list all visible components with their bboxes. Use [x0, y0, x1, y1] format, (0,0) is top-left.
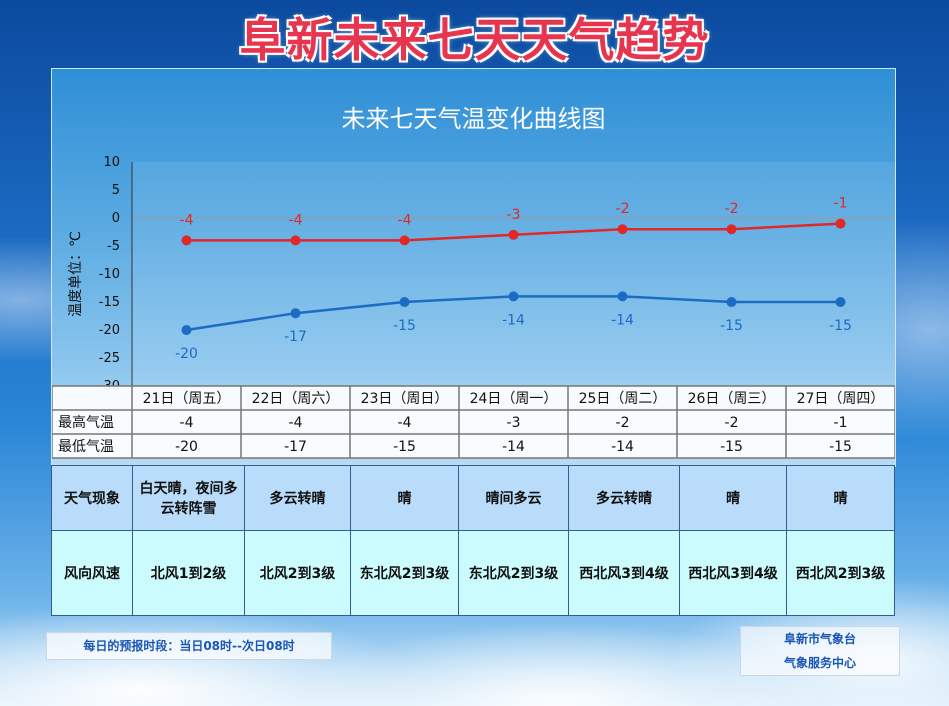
wind-row-label: 风向风速	[51, 530, 133, 616]
table-series-label: 最高气温	[58, 414, 114, 431]
data-point	[508, 229, 519, 240]
y-tick-label: -25	[99, 351, 120, 366]
y-tick-label: 5	[112, 183, 120, 198]
table-value-cell: -20	[175, 439, 198, 455]
weather-cell: 晴	[786, 465, 895, 531]
x-tick-label: 21日（周五）	[143, 391, 231, 407]
data-label: -15	[720, 318, 743, 334]
y-tick-label: -15	[99, 295, 120, 310]
data-point	[290, 235, 301, 246]
weather-cell: 晴间多云	[458, 465, 569, 531]
chart-title: 未来七天气温变化曲线图	[341, 105, 606, 133]
weather-cell: 晴	[350, 465, 459, 531]
table-value-cell: -17	[284, 439, 307, 455]
table-value-cell: -14	[502, 439, 525, 455]
data-label: -15	[829, 318, 852, 334]
plot-area	[132, 162, 895, 386]
data-point	[835, 218, 846, 229]
data-point	[399, 297, 410, 307]
temperature-chart: 1050-5-10-15-20-25-30温度单位：℃21日（周五）22日（周六…	[52, 155, 895, 459]
data-point	[181, 235, 192, 246]
x-tick-label: 23日（周日）	[361, 391, 449, 407]
weather-cell: 晴	[679, 465, 787, 531]
weather-row: 天气现象 白天晴，夜间多云转阵雪 多云转晴 晴 晴间多云 多云转晴 晴 晴	[51, 465, 895, 531]
table-value-cell: -4	[180, 415, 194, 431]
x-tick-label: 24日（周一）	[470, 391, 558, 407]
data-point	[617, 291, 628, 302]
table-value-cell: -14	[611, 439, 634, 455]
data-label: -2	[616, 201, 630, 217]
data-label: -14	[502, 312, 525, 328]
chart-panel: 未来七天气温变化曲线图 1050-5-10-15-20-25-30温度单位：℃2…	[51, 68, 896, 467]
y-tick-label: -10	[99, 267, 120, 282]
table-value-cell: -2	[616, 415, 630, 431]
y-tick-label: -5	[107, 239, 120, 254]
table-value-cell: -15	[393, 439, 416, 455]
wind-cell: 北风1到2级	[132, 530, 245, 616]
data-label: -4	[289, 212, 303, 228]
wind-cell: 东北风2到3级	[350, 530, 459, 616]
weather-row-label: 天气现象	[51, 465, 133, 531]
data-label: -1	[834, 196, 848, 212]
x-tick-label: 27日（周四）	[797, 391, 885, 407]
data-label: -3	[507, 207, 521, 223]
category-table	[52, 385, 895, 459]
table-value-cell: -15	[829, 439, 852, 455]
table-value-cell: -1	[834, 415, 848, 431]
data-point	[835, 297, 846, 307]
table-value-cell: -4	[398, 415, 412, 431]
x-tick-label: 25日（周二）	[579, 391, 667, 407]
data-point	[726, 297, 737, 307]
org-name: 阜新市气象台	[783, 632, 856, 646]
data-label: -4	[398, 212, 412, 228]
x-tick-label: 22日（周六）	[252, 391, 340, 407]
wind-cell: 东北风2到3级	[458, 530, 569, 616]
y-tick-label: -20	[99, 323, 120, 338]
table-value-cell: -3	[507, 415, 521, 431]
wind-cell: 西北风3到4级	[568, 530, 680, 616]
weather-cell: 白天晴，夜间多云转阵雪	[132, 465, 245, 531]
forecast-period-note: 每日的预报时段：当日08时--次日08时	[46, 632, 332, 660]
data-point	[181, 325, 192, 335]
wind-row: 风向风速 北风1到2级 北风2到3级 东北风2到3级 东北风2到3级 西北风3到…	[51, 530, 895, 616]
forecast-table: 天气现象 白天晴，夜间多云转阵雪 多云转晴 晴 晴间多云 多云转晴 晴 晴 风向…	[51, 465, 895, 616]
data-point	[399, 235, 410, 246]
table-value-cell: -4	[289, 415, 303, 431]
wind-cell: 北风2到3级	[244, 530, 351, 616]
table-series-label: 最低气温	[58, 439, 114, 455]
data-label: -20	[175, 346, 198, 362]
page-title: 阜新未来七天天气趋势	[239, 13, 710, 67]
wind-cell: 西北风3到4级	[679, 530, 787, 616]
org-center: 气象服务中心	[783, 656, 856, 670]
data-label: -15	[393, 318, 416, 334]
data-point	[617, 224, 628, 235]
y-axis-label: 温度单位：℃	[68, 231, 84, 317]
data-point	[726, 224, 737, 235]
table-value-cell: -15	[720, 439, 743, 455]
wind-cell: 西北风2到3级	[786, 530, 895, 616]
data-label: -2	[725, 201, 739, 217]
weather-cell: 多云转晴	[244, 465, 351, 531]
x-tick-label: 26日（周三）	[688, 391, 776, 407]
data-label: -14	[611, 312, 634, 328]
data-label: -4	[180, 212, 194, 228]
data-point	[290, 308, 301, 319]
y-tick-label: 0	[112, 211, 120, 226]
organization-box: 阜新市气象台 气象服务中心	[740, 626, 900, 676]
data-label: -17	[284, 329, 307, 345]
data-point	[508, 291, 519, 302]
weather-cell: 多云转晴	[568, 465, 680, 531]
y-tick-label: 10	[103, 155, 120, 170]
table-value-cell: -2	[725, 415, 739, 431]
